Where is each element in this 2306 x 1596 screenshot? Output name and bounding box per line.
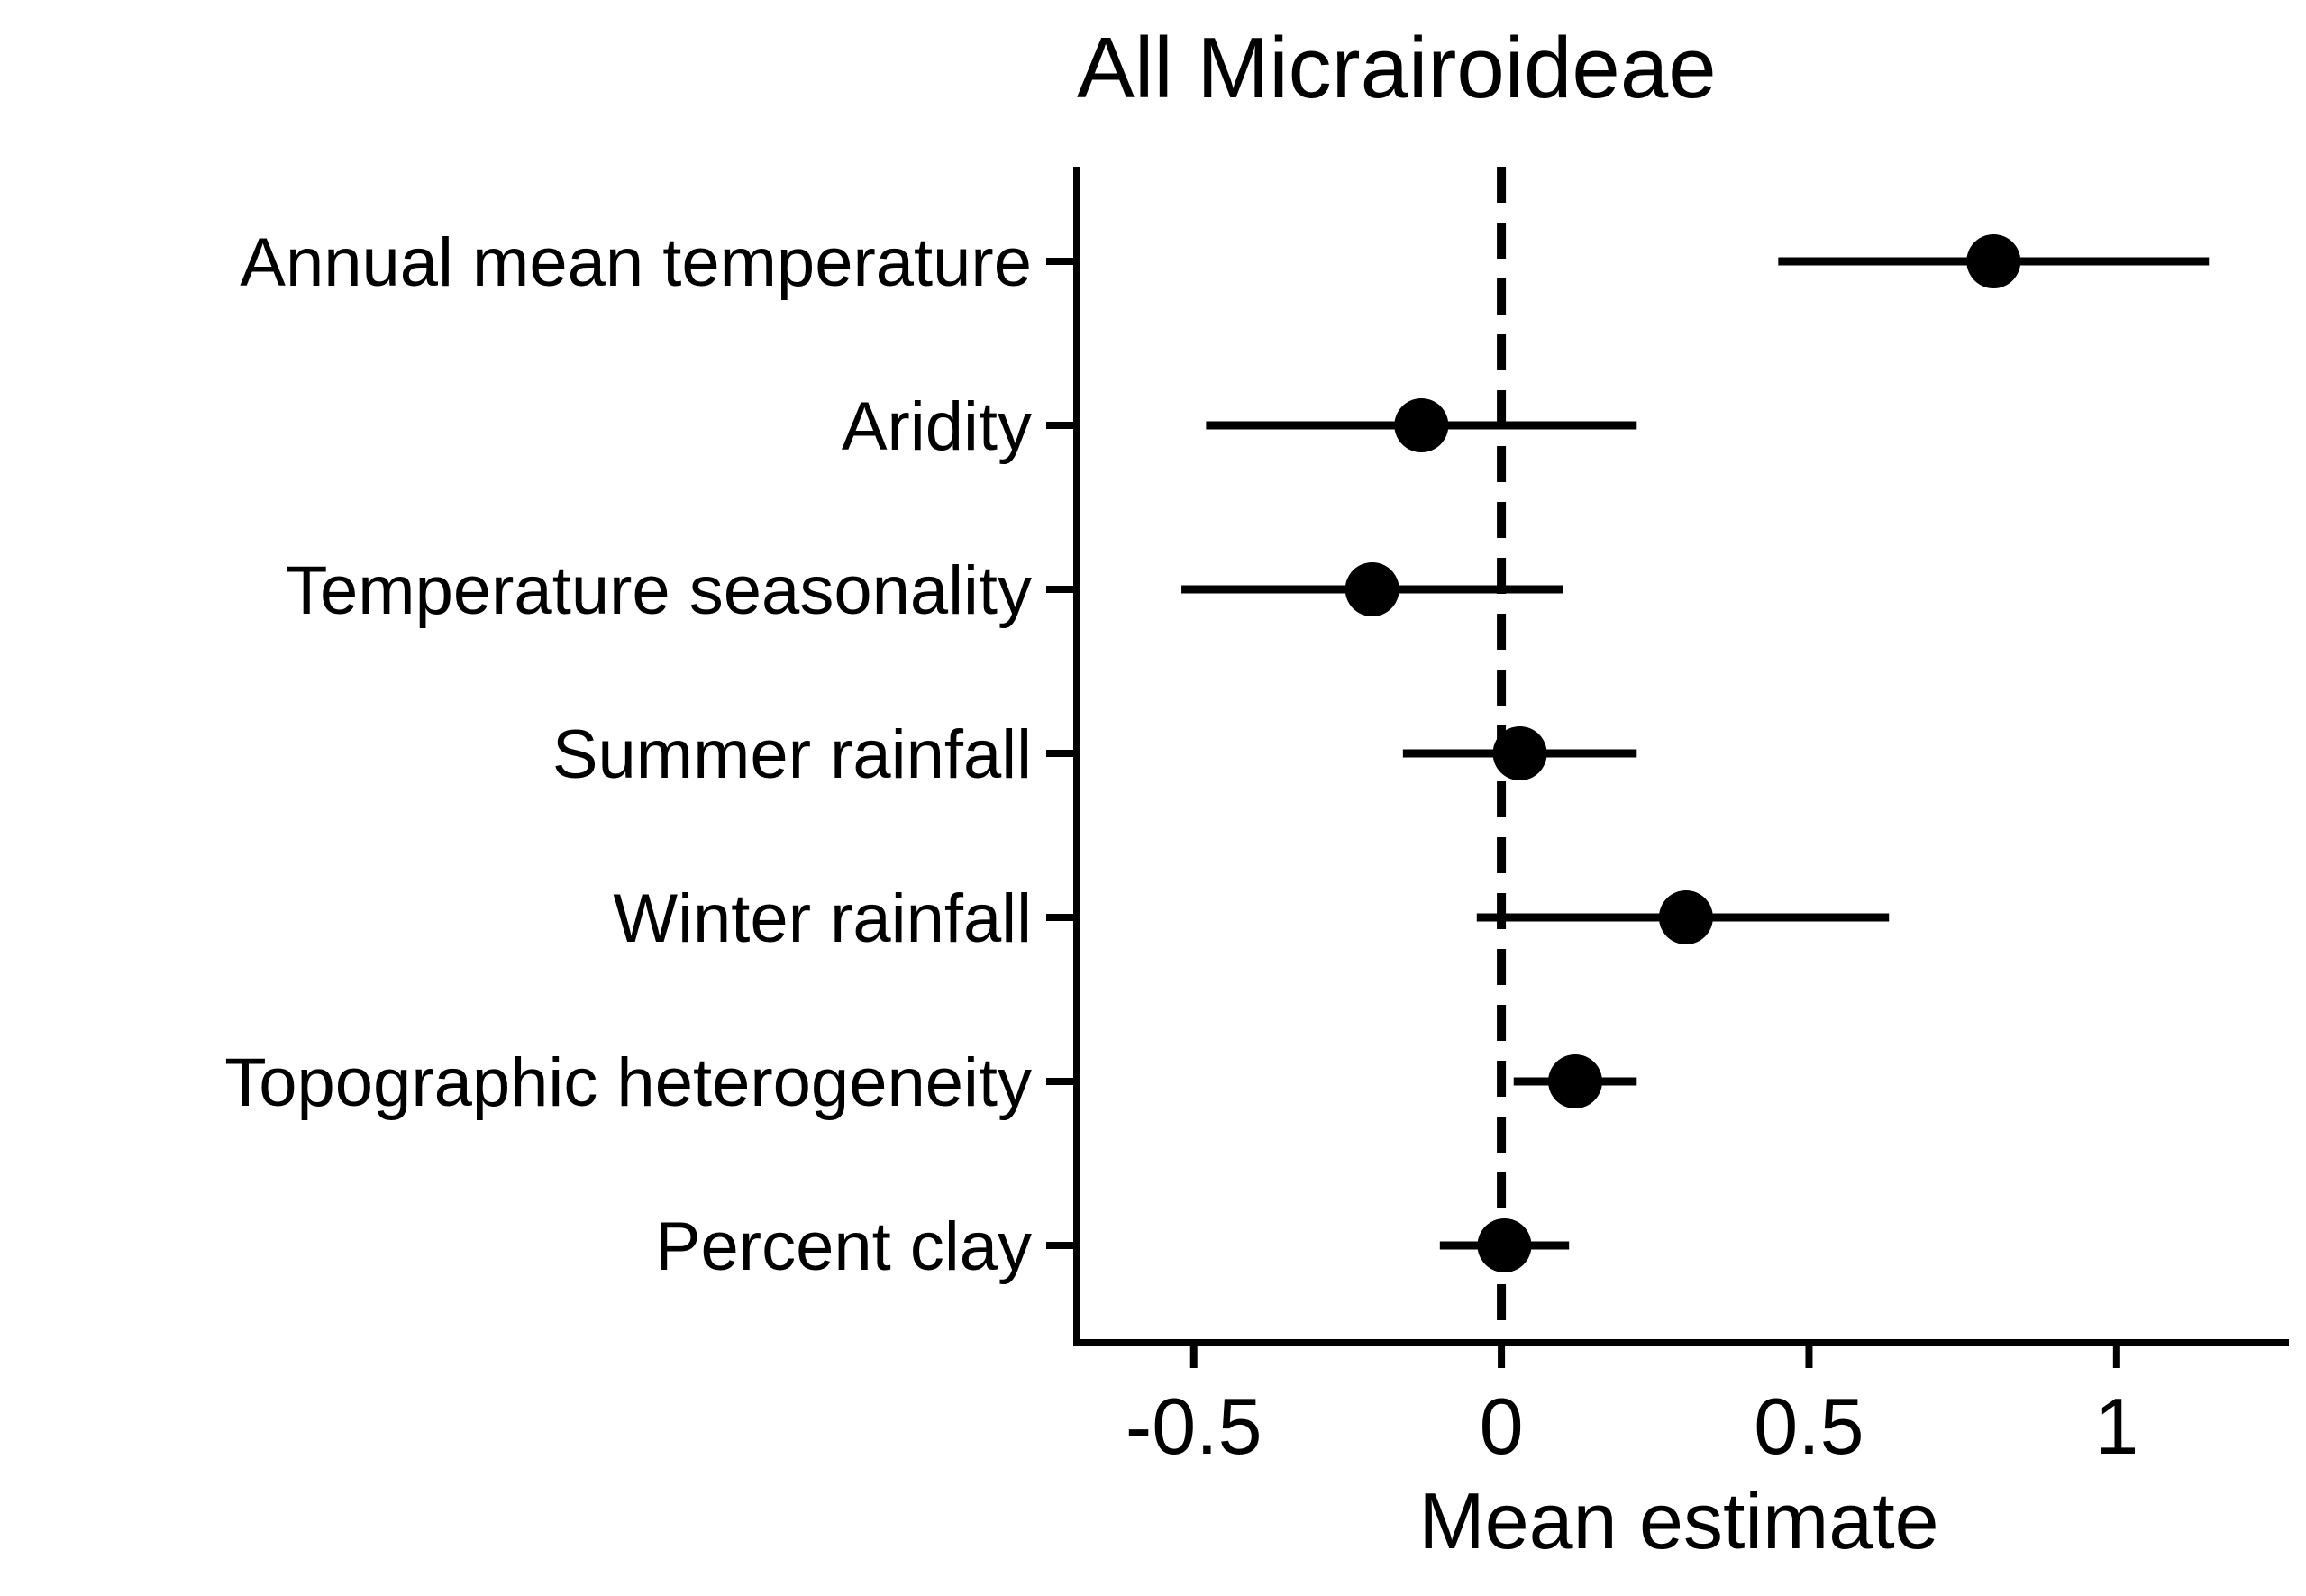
estimate-point (1658, 890, 1713, 944)
x-axis-label: Mean estimate (1418, 1476, 1938, 1565)
chart-title: All Micrairoideae (1077, 20, 1717, 116)
y-tick-label: Percent clay (655, 1208, 1032, 1285)
x-tick-label: -0.5 (1126, 1382, 1262, 1471)
marks-layer (1181, 234, 2210, 1272)
estimate-point (1492, 726, 1547, 780)
estimate-point (1966, 234, 2021, 288)
y-tick-label: Annual mean temperature (240, 224, 1032, 301)
y-tick-label: Aridity (842, 388, 1032, 465)
estimate-point (1394, 398, 1449, 452)
estimate-point (1344, 562, 1399, 616)
y-tick-label: Summer rainfall (552, 716, 1032, 793)
x-tick-label: 0 (1480, 1382, 1524, 1471)
y-tick-label: Topographic heterogeneity (224, 1044, 1032, 1121)
axis-layer (1046, 167, 2289, 1368)
x-tick-label: 0.5 (1754, 1382, 1864, 1471)
estimate-point (1477, 1218, 1532, 1272)
y-tick-label: Temperature seasonality (286, 552, 1032, 629)
y-tick-label: Winter rainfall (613, 880, 1032, 957)
estimate-point (1548, 1054, 1603, 1108)
labels-layer: -0.5 0 0.5 1 Annual mean temperature Aridity T… (224, 224, 2138, 1471)
x-tick-label: 1 (2094, 1382, 2138, 1471)
